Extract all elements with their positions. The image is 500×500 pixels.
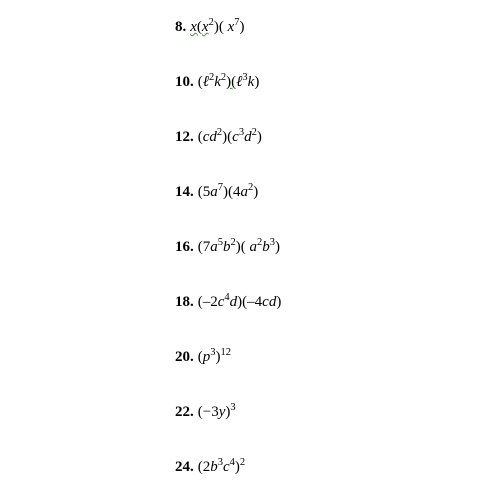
problem-number: 24. xyxy=(175,458,194,476)
problem-row: 22.(−3y)3 xyxy=(175,403,500,421)
problem-number: 12. xyxy=(175,128,194,146)
problem-number: 20. xyxy=(175,348,194,366)
problem-expression: (–2c4d)(–4cd) xyxy=(198,293,282,311)
problem-row: 18.(–2c4d)(–4cd) xyxy=(175,293,500,311)
problem-expression: (2b3c4)2 xyxy=(198,458,245,476)
problem-expression: (p3)12 xyxy=(198,348,231,366)
problem-row: 16.(7a5b2)( a2b3) xyxy=(175,238,500,256)
problem-number: 14. xyxy=(175,183,194,201)
problem-expression: x(x2)( x7) xyxy=(190,18,244,36)
problem-row: 12.(cd2)(c3d2) xyxy=(175,128,500,146)
problem-number: 18. xyxy=(175,293,194,311)
problem-expression: (ℓ2k2)(ℓ3k) xyxy=(198,73,260,91)
problem-row: 24.(2b3c4)2 xyxy=(175,458,500,476)
problem-list: 8.x(x2)( x7) 10.(ℓ2k2)(ℓ3k) 12.(cd2)(c3d2)… xyxy=(0,0,500,476)
problem-expression: (7a5b2)( a2b3) xyxy=(198,238,280,256)
problem-number: 8. xyxy=(175,18,186,36)
problem-expression: (5a7)(4a2) xyxy=(198,183,259,201)
problem-number: 22. xyxy=(175,403,194,421)
problem-expression: (cd2)(c3d2) xyxy=(198,128,262,146)
problem-row: 8.x(x2)( x7) xyxy=(175,18,500,36)
problem-expression: (−3y)3 xyxy=(198,403,236,421)
problem-row: 20.(p3)12 xyxy=(175,348,500,366)
problem-row: 14.(5a7)(4a2) xyxy=(175,183,500,201)
problem-row: 10.(ℓ2k2)(ℓ3k) xyxy=(175,73,500,91)
problem-number: 16. xyxy=(175,238,194,256)
problem-number: 10. xyxy=(175,73,194,91)
